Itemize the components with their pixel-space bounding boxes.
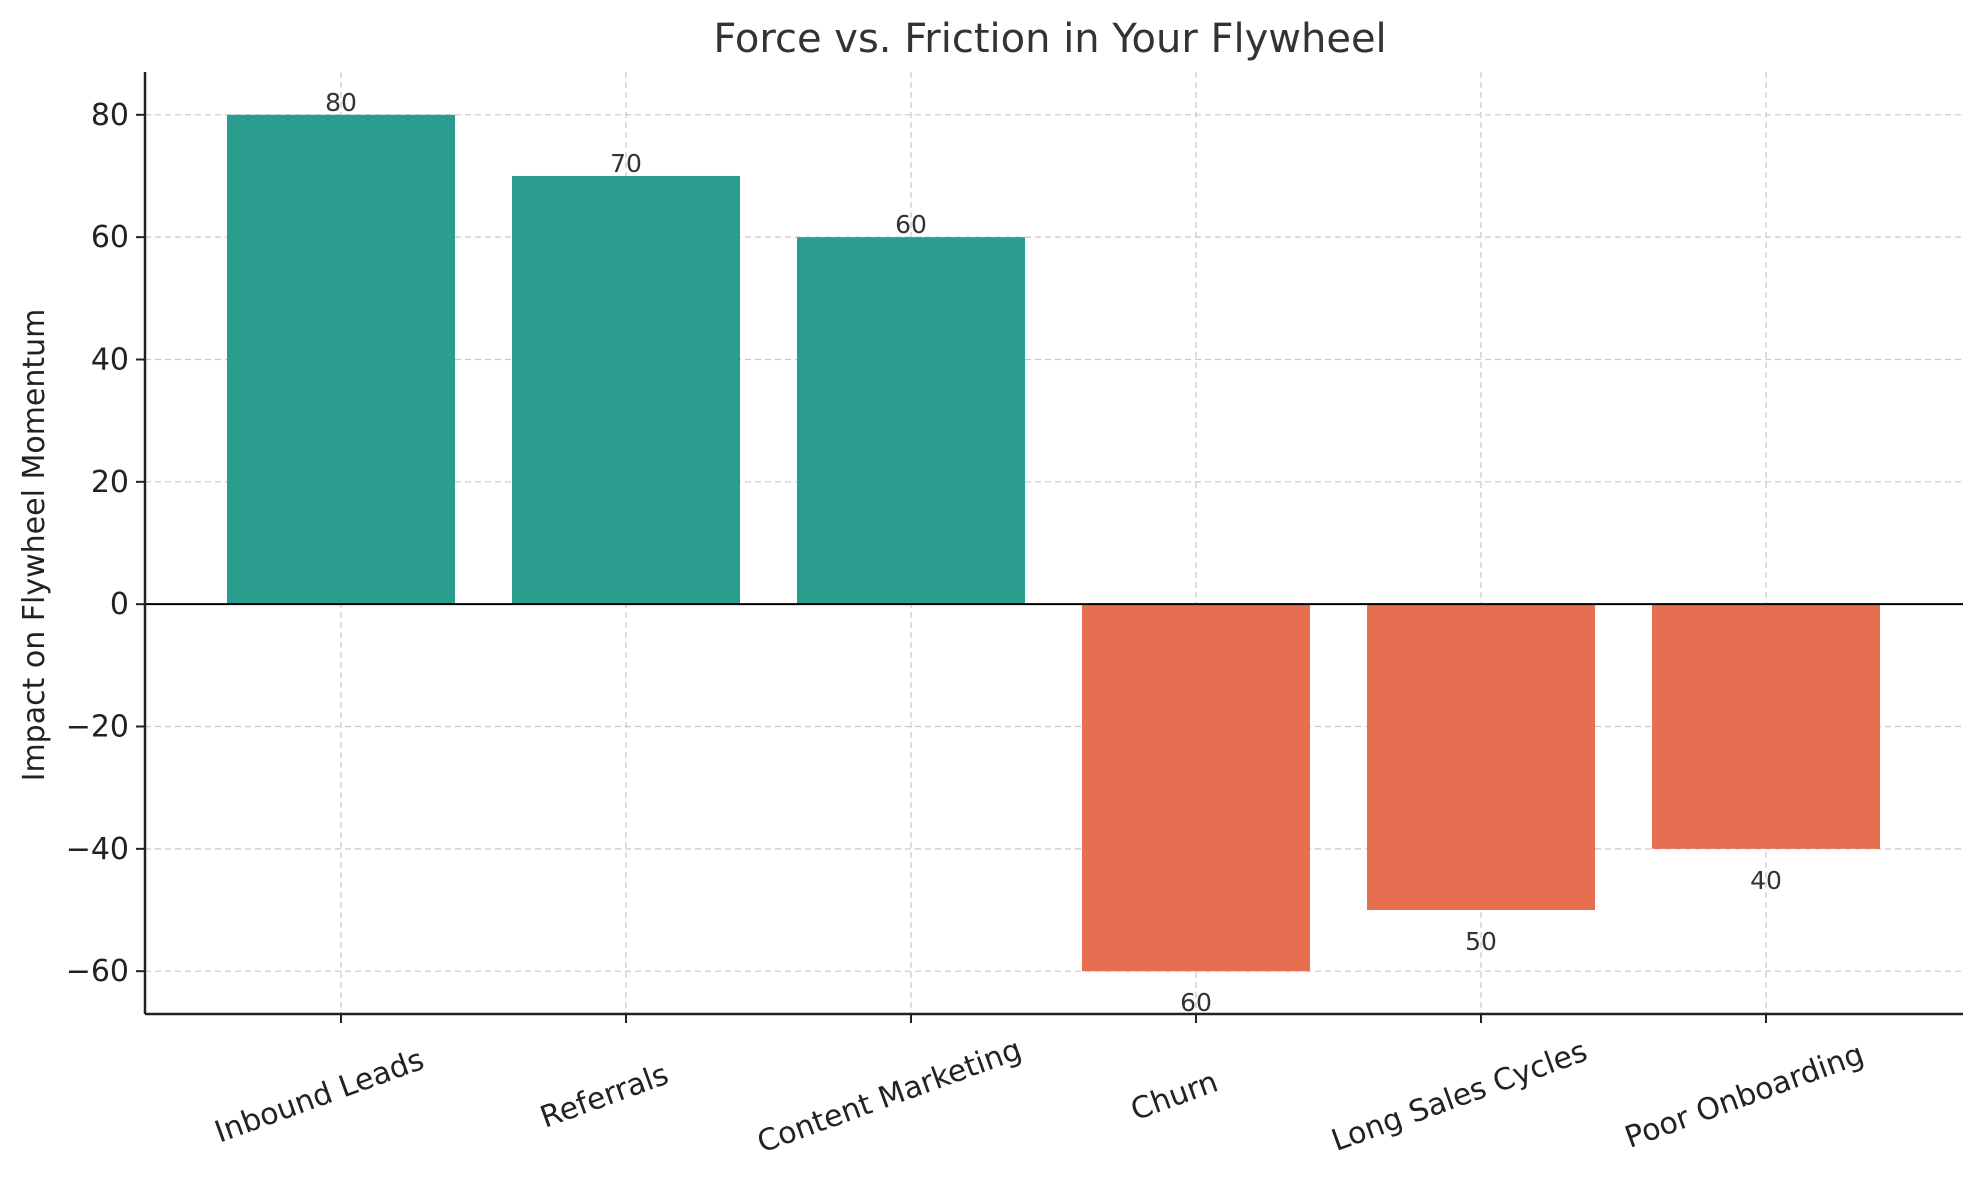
y-tick-labels: 80 60 40 20 0 −20 −40 −60 (66, 98, 129, 989)
y-axis-label: Impact on Flywheel Momentum (17, 309, 52, 782)
x-tick-label: Long Sales Cycles (1327, 1034, 1592, 1159)
bar-3 (1082, 604, 1310, 972)
data-label: 80 (325, 88, 357, 117)
bar-1 (512, 175, 740, 605)
y-tick-label: 60 (91, 220, 129, 255)
bars (227, 114, 1880, 972)
bar-5 (1652, 604, 1880, 849)
y-tick-label: −20 (66, 710, 129, 745)
x-tick-label: Content Marketing (753, 1032, 1027, 1160)
data-label: 70 (610, 149, 642, 178)
x-tick-labels: Inbound Leads Referrals Content Marketing C… (210, 1032, 1868, 1160)
data-label: 60 (1180, 988, 1212, 1017)
bar-0 (227, 114, 455, 605)
bar-4 (1367, 604, 1595, 911)
y-tick-label: −60 (66, 954, 129, 989)
data-labels: 80 70 60 60 50 40 (325, 88, 1782, 1017)
bar-2 (797, 237, 1025, 605)
x-tick-label: Referrals (536, 1057, 673, 1136)
data-label: 60 (895, 210, 927, 239)
y-tick-label: 40 (91, 342, 129, 377)
y-tick-label: 0 (110, 587, 129, 622)
y-tick-label: −40 (66, 832, 129, 867)
y-tick-label: 80 (91, 98, 129, 133)
x-tick-label: Poor Onboarding (1620, 1037, 1868, 1156)
data-label: 40 (1750, 866, 1782, 895)
data-label: 50 (1465, 927, 1497, 956)
chart-title: Force vs. Friction in Your Flywheel (713, 16, 1386, 62)
axes (136, 72, 1963, 1023)
x-tick-label: Inbound Leads (210, 1042, 428, 1150)
x-tick-label: Churn (1126, 1064, 1222, 1128)
y-tick-label: 20 (91, 465, 129, 500)
